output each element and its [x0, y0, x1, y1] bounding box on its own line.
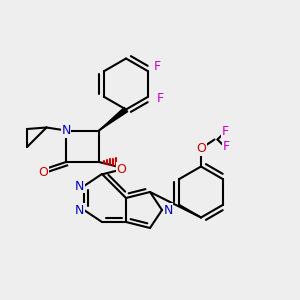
Text: N: N [61, 124, 71, 137]
Polygon shape [99, 107, 128, 130]
Text: O: O [117, 163, 126, 176]
Text: N: N [75, 179, 84, 193]
Text: F: F [157, 92, 164, 105]
Text: O: O [196, 142, 206, 155]
Text: N: N [163, 203, 173, 217]
Text: O: O [39, 166, 48, 179]
Text: F: F [221, 125, 229, 139]
Text: N: N [75, 203, 84, 217]
Text: F: F [223, 140, 230, 154]
Text: F: F [154, 60, 160, 73]
